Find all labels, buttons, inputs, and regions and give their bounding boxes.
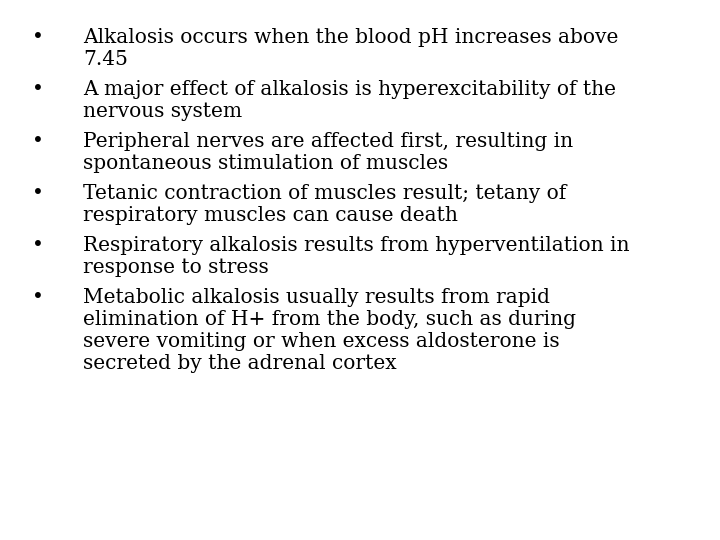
Text: respiratory muscles can cause death: respiratory muscles can cause death xyxy=(83,206,458,225)
Text: A major effect of alkalosis is hyperexcitability of the: A major effect of alkalosis is hyperexci… xyxy=(83,80,616,99)
Text: Tetanic contraction of muscles result; tetany of: Tetanic contraction of muscles result; t… xyxy=(83,184,566,203)
Text: nervous system: nervous system xyxy=(83,102,242,121)
Text: Peripheral nerves are affected first, resulting in: Peripheral nerves are affected first, re… xyxy=(83,132,573,151)
Text: •: • xyxy=(32,132,44,151)
Text: response to stress: response to stress xyxy=(83,258,269,277)
Text: Metabolic alkalosis usually results from rapid: Metabolic alkalosis usually results from… xyxy=(83,288,550,307)
Text: •: • xyxy=(32,80,44,99)
Text: •: • xyxy=(32,184,44,203)
Text: spontaneous stimulation of muscles: spontaneous stimulation of muscles xyxy=(83,154,448,173)
Text: •: • xyxy=(32,288,44,307)
Text: 7.45: 7.45 xyxy=(83,50,127,69)
Text: Respiratory alkalosis results from hyperventilation in: Respiratory alkalosis results from hyper… xyxy=(83,236,629,255)
Text: secreted by the adrenal cortex: secreted by the adrenal cortex xyxy=(83,354,397,373)
Text: •: • xyxy=(32,28,44,47)
Text: Alkalosis occurs when the blood pH increases above: Alkalosis occurs when the blood pH incre… xyxy=(83,28,618,47)
Text: severe vomiting or when excess aldosterone is: severe vomiting or when excess aldostero… xyxy=(83,332,559,351)
Text: elimination of H+ from the body, such as during: elimination of H+ from the body, such as… xyxy=(83,310,576,329)
Text: •: • xyxy=(32,236,44,255)
